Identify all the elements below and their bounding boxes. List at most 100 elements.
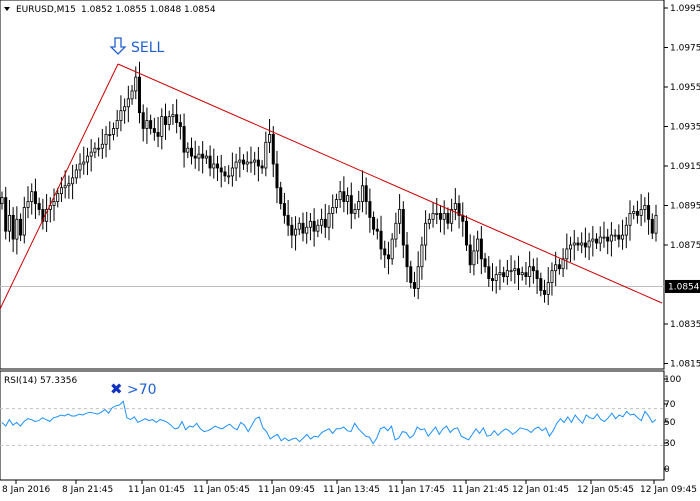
candle-body — [33, 191, 37, 204]
candle — [464, 215, 469, 251]
candle — [468, 234, 472, 274]
candle-body — [446, 212, 450, 224]
candle-body — [357, 201, 361, 210]
candle-body — [647, 205, 651, 220]
candle-body — [71, 177, 75, 185]
price-axis: 1.0995 1.0975 1.0955 1.0935 1.0915 1.0895 1.08… — [664, 4, 700, 370]
candle — [0, 191, 4, 210]
candle-body — [375, 228, 379, 232]
candle-body — [160, 116, 164, 137]
candle — [4, 186, 8, 240]
candle-body — [189, 147, 194, 157]
candle — [565, 233, 569, 270]
candle-body — [390, 238, 394, 260]
candle — [386, 241, 390, 275]
candle-body — [167, 116, 171, 125]
candle-body — [26, 201, 30, 208]
candle — [372, 211, 376, 236]
candle — [561, 248, 565, 277]
candle-body — [108, 133, 112, 136]
candle — [639, 194, 643, 227]
candle — [602, 221, 606, 248]
time-tick-label: 12 Jan 01:45 — [512, 485, 569, 495]
candle-body — [119, 110, 123, 121]
candle-body — [505, 270, 509, 277]
price-tick-label: 1.0835 — [670, 320, 700, 330]
candle — [197, 145, 201, 172]
candle-body — [282, 203, 286, 216]
candle — [301, 212, 305, 242]
candle — [516, 255, 521, 291]
candle-body — [7, 214, 11, 232]
candle — [479, 226, 483, 275]
candle-body — [115, 120, 119, 129]
candle-body — [182, 126, 186, 153]
candle — [123, 98, 127, 124]
candle-body — [464, 220, 469, 246]
candle — [546, 267, 550, 306]
candle — [580, 232, 584, 254]
candle — [476, 230, 480, 264]
candle — [346, 187, 350, 215]
candle-body — [227, 175, 231, 178]
candle — [535, 257, 539, 294]
candle — [11, 207, 15, 253]
price-panel[interactable] — [0, 0, 665, 370]
candle — [15, 206, 19, 255]
candle-body — [253, 159, 257, 163]
candle-body — [561, 258, 565, 270]
candle-body — [308, 220, 312, 228]
candle — [219, 154, 223, 188]
candle-body — [130, 90, 134, 100]
candle — [427, 213, 431, 230]
candle-body — [22, 207, 26, 236]
candle — [149, 114, 153, 135]
candle — [438, 205, 442, 233]
candle — [234, 153, 238, 182]
candle — [264, 131, 268, 177]
candle — [141, 104, 145, 142]
dropdown-triangle-icon[interactable] — [4, 7, 10, 11]
candle-body — [56, 193, 60, 202]
candle-body — [67, 183, 71, 187]
candle — [238, 147, 242, 178]
candle-body — [111, 128, 115, 135]
rsi-panel[interactable] — [0, 370, 665, 481]
candle-body — [52, 201, 56, 206]
price-tick-label: 1.0895 — [670, 202, 700, 212]
candle-body — [442, 212, 446, 220]
candle — [108, 121, 112, 150]
candle-body — [104, 133, 108, 145]
candle — [505, 260, 509, 285]
candle-body — [37, 203, 41, 210]
candle — [227, 165, 231, 185]
candle-body — [260, 165, 264, 169]
rsi-tick-label: 0 — [664, 465, 670, 475]
time-tick-label: 12 Jan 09:45 — [640, 485, 697, 495]
candle — [85, 147, 89, 176]
candle-body — [457, 203, 461, 216]
candle-body — [178, 122, 182, 127]
candle — [242, 154, 246, 170]
candle — [394, 212, 398, 248]
candle — [56, 187, 60, 208]
candle-body — [312, 220, 316, 232]
candle — [230, 152, 234, 187]
candle — [201, 141, 205, 174]
trendline-down[interactable] — [117, 63, 663, 304]
candle — [260, 160, 264, 174]
candle-body — [331, 207, 335, 214]
candle-body — [509, 270, 513, 273]
candle — [412, 271, 416, 297]
candle-body — [628, 212, 632, 226]
candle-body — [353, 209, 357, 214]
candle — [617, 224, 621, 248]
candle-body — [271, 133, 275, 165]
candle — [498, 259, 502, 291]
candle-body — [290, 224, 294, 236]
candle-body — [349, 195, 353, 214]
candle-body — [635, 211, 639, 216]
price-tick-label: 1.0915 — [670, 162, 700, 172]
trendline-up[interactable] — [0, 63, 119, 310]
